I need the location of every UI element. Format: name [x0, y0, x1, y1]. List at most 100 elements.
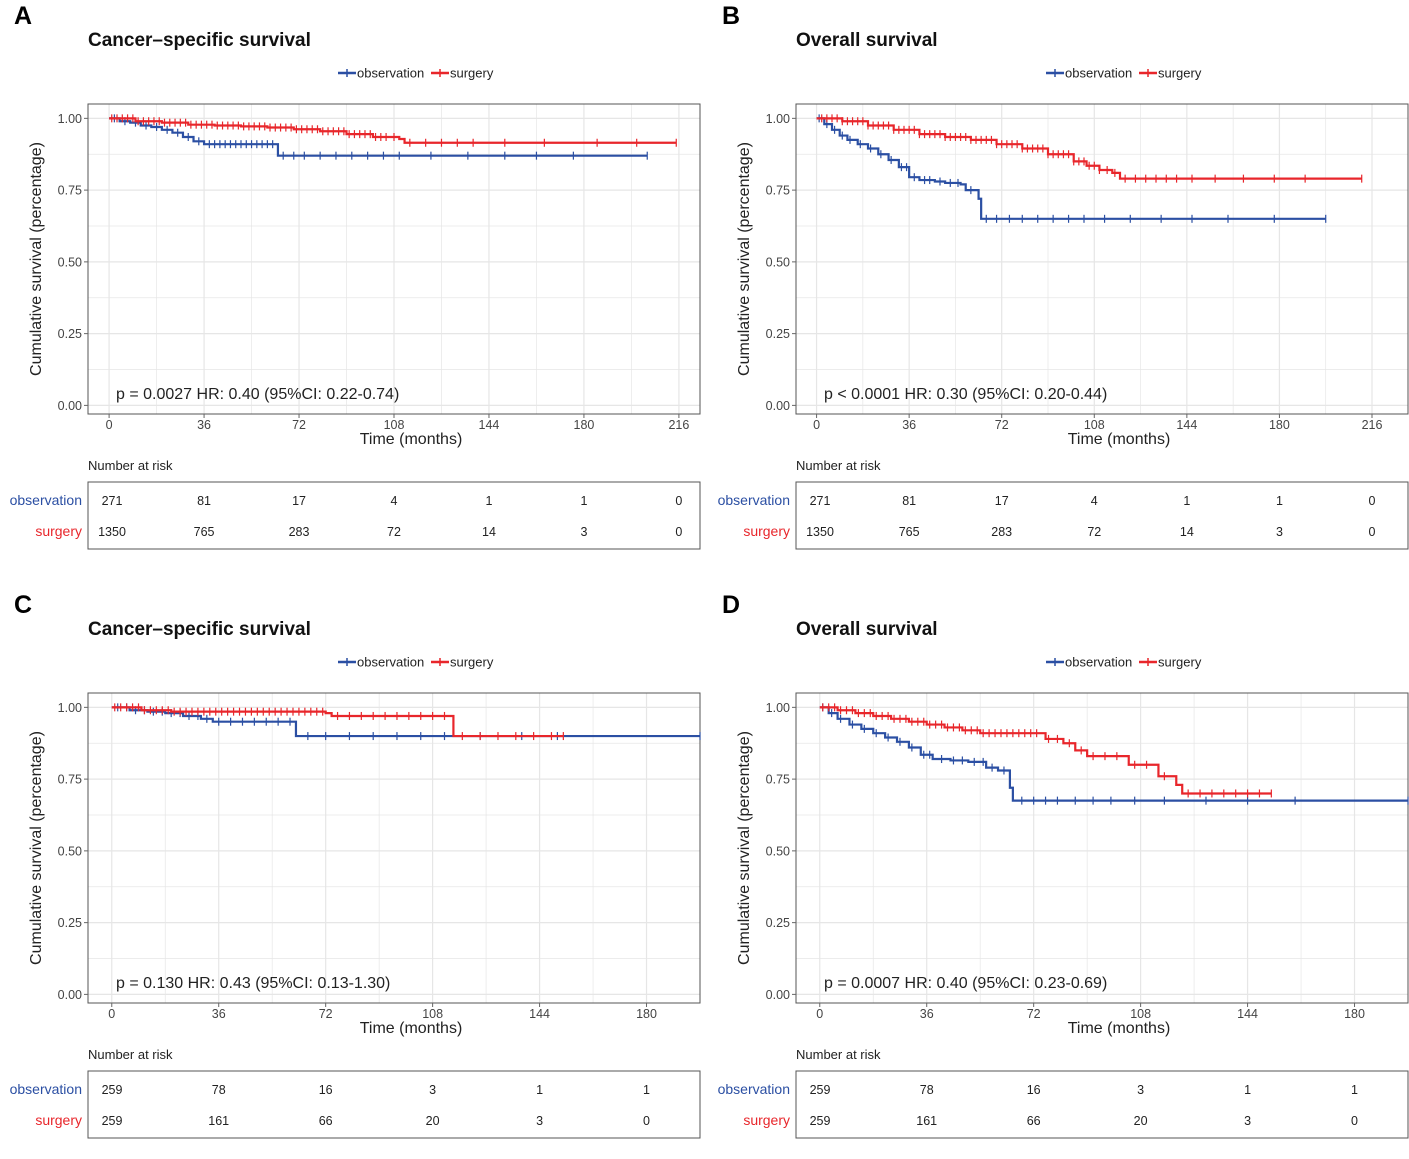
x-tick-label: 108	[384, 418, 405, 432]
legend-label-surgery: surgery	[1158, 66, 1202, 81]
risk-cell: 78	[920, 1083, 934, 1097]
risk-cell: 17	[292, 494, 306, 508]
risk-cell: 78	[212, 1083, 226, 1097]
risk-row-label-surgery: surgery	[743, 1112, 790, 1128]
x-tick-label: 180	[1269, 418, 1290, 432]
legend: observation surgery	[1046, 655, 1202, 670]
risk-row-label-observation: observation	[718, 492, 790, 508]
y-tick-label: 0.00	[766, 988, 790, 1002]
x-tick-label: 108	[422, 1007, 443, 1021]
km-curve-observation	[109, 117, 648, 157]
panel-b: B Overall survival observation surgery 0.00 0…	[708, 0, 1409, 570]
km-curve-observation	[819, 706, 1408, 802]
risk-cell: 1	[1183, 494, 1190, 508]
series-surgery	[109, 114, 677, 147]
x-tick-label: 144	[1176, 418, 1197, 432]
risk-cell: 259	[102, 1114, 123, 1128]
y-axis-label: Cumulative survival (percentage)	[736, 142, 753, 376]
risk-cell: 1350	[806, 525, 834, 539]
series-surgery	[111, 703, 564, 741]
y-tick-label: 0.00	[58, 988, 82, 1002]
y-tick-label: 1.00	[58, 112, 82, 126]
risk-cell: 20	[1134, 1114, 1148, 1128]
y-axis-label: Cumulative survival (percentage)	[736, 731, 753, 965]
y-tick-label: 0.75	[766, 184, 790, 198]
grid	[796, 104, 1408, 414]
y-tick-label: 0.50	[58, 844, 82, 858]
x-tick-label: 180	[1344, 1007, 1365, 1021]
risk-table-frame	[795, 1070, 1409, 1139]
y-tick-label: 1.00	[766, 112, 790, 126]
risk-cell: 4	[391, 494, 398, 508]
risk-cell: 271	[102, 494, 123, 508]
grid	[88, 104, 700, 414]
risk-cell: 0	[1369, 525, 1376, 539]
y-tick-label: 0.75	[766, 773, 790, 787]
x-axis-label: Time (months)	[360, 431, 463, 448]
series-surgery	[816, 114, 1363, 183]
risk-cell: 3	[1244, 1114, 1251, 1128]
grid	[88, 693, 701, 1003]
risk-cell: 66	[319, 1114, 333, 1128]
risk-cell: 161	[916, 1114, 937, 1128]
km-chart-svg: C Cancer–specific survival observation surg…	[10, 591, 701, 1139]
chart-title: Overall survival	[796, 619, 938, 640]
km-curve-observation	[816, 117, 1326, 220]
risk-table-heading: Number at risk	[796, 1047, 881, 1062]
risk-cell: 1	[1244, 1083, 1251, 1097]
plot-frame	[795, 103, 1409, 415]
x-tick-label: 36	[902, 418, 916, 432]
panel-letter: C	[14, 591, 32, 619]
y-tick-label: 1.00	[58, 701, 82, 715]
risk-cell: 17	[995, 494, 1009, 508]
x-tick-label: 36	[197, 418, 211, 432]
risk-cell: 3	[580, 525, 587, 539]
x-tick-label: 216	[1362, 418, 1383, 432]
series-observation	[109, 114, 648, 160]
chart-title: Cancer–specific survival	[88, 30, 311, 51]
x-tick-label: 180	[574, 418, 595, 432]
risk-cell: 1	[536, 1083, 543, 1097]
risk-cell: 1350	[98, 525, 126, 539]
x-tick-label: 144	[479, 418, 500, 432]
series-observation	[819, 703, 1409, 805]
risk-cell: 72	[1087, 525, 1101, 539]
panel-d: D Overall survival observation surgery 0.00 0…	[708, 589, 1409, 1159]
legend-label-observation: observation	[357, 66, 424, 81]
risk-cell: 0	[643, 1114, 650, 1128]
x-tick-label: 0	[813, 418, 820, 432]
y-tick-label: 0.25	[766, 327, 790, 341]
x-axis-label: Time (months)	[1068, 431, 1171, 448]
y-tick-label: 0.75	[58, 184, 82, 198]
stats-annotation: p < 0.0001 HR: 0.30 (95%CI: 0.20-0.44)	[824, 386, 1107, 403]
risk-cell: 765	[194, 525, 215, 539]
risk-cell: 81	[902, 494, 916, 508]
plot-frame	[795, 692, 1409, 1004]
series-surgery	[819, 703, 1272, 798]
x-tick-label: 144	[1237, 1007, 1258, 1021]
risk-cell: 14	[1180, 525, 1194, 539]
risk-cell: 1	[643, 1083, 650, 1097]
stats-annotation: p = 0.0007 HR: 0.40 (95%CI: 0.23-0.69)	[824, 975, 1107, 992]
risk-cell: 3	[536, 1114, 543, 1128]
x-tick-label: 0	[816, 1007, 823, 1021]
legend-label-observation: observation	[1065, 655, 1132, 670]
risk-cell: 161	[208, 1114, 229, 1128]
risk-cell: 20	[426, 1114, 440, 1128]
y-tick-label: 0.00	[58, 399, 82, 413]
risk-cell: 0	[675, 525, 682, 539]
y-axis-label: Cumulative survival (percentage)	[28, 731, 45, 965]
risk-cell: 16	[319, 1083, 333, 1097]
risk-table-frame	[795, 481, 1409, 550]
x-tick-label: 180	[636, 1007, 657, 1021]
y-tick-label: 0.25	[58, 327, 82, 341]
legend: observation surgery	[1046, 66, 1202, 81]
chart-title: Overall survival	[796, 30, 938, 51]
x-tick-label: 216	[668, 418, 689, 432]
risk-cell: 271	[810, 494, 831, 508]
y-tick-label: 1.00	[766, 701, 790, 715]
y-tick-label: 0.75	[58, 773, 82, 787]
risk-cell: 1	[1351, 1083, 1358, 1097]
legend: observation surgery	[338, 66, 494, 81]
legend-label-surgery: surgery	[450, 66, 494, 81]
